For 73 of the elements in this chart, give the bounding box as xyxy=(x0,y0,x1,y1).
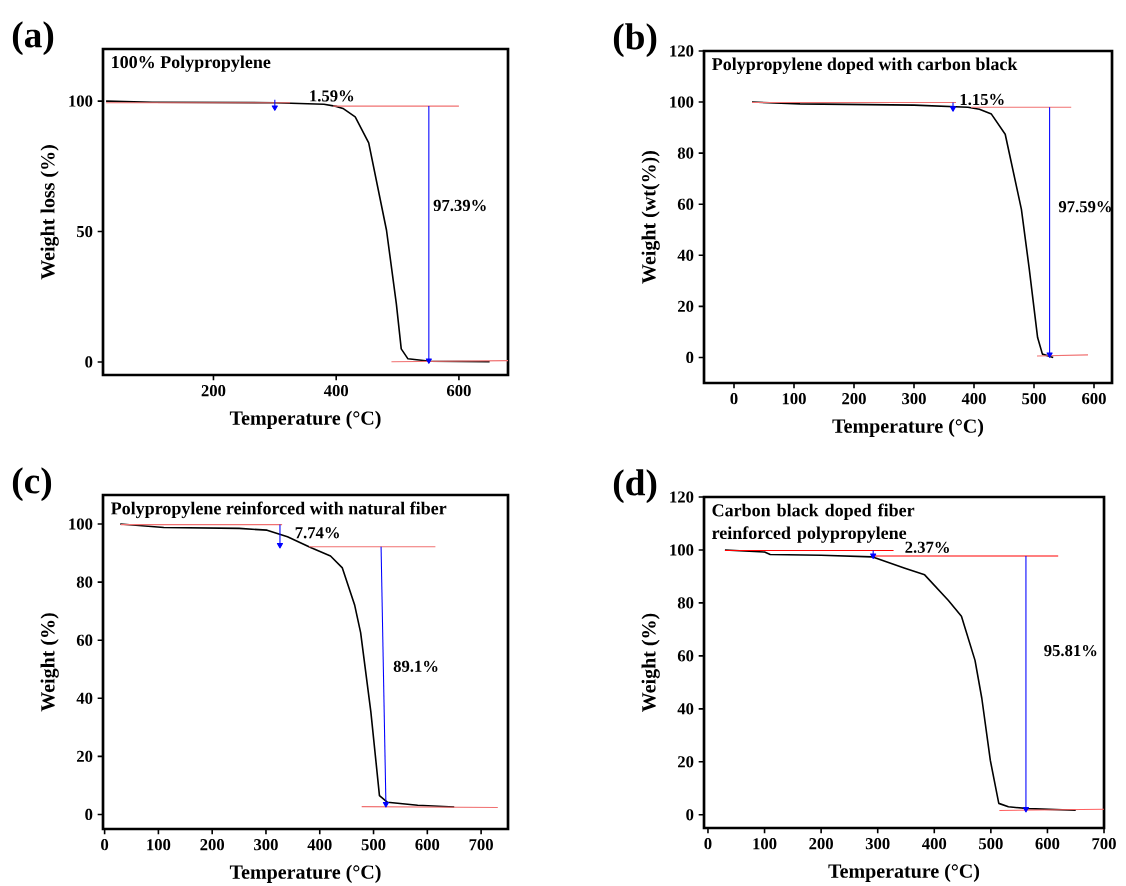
annotation: 1.15% xyxy=(960,93,1004,106)
y-tick-label: 40 xyxy=(677,703,694,715)
x-tick-label: 600 xyxy=(1035,838,1060,850)
chart-subtitle: 100% Polypropylene xyxy=(112,55,271,72)
y-tick-label: 80 xyxy=(677,597,694,609)
x-tick-label: 0 xyxy=(101,839,109,851)
x-tick-label: 400 xyxy=(323,385,349,397)
x-tick-label: 500 xyxy=(979,838,1003,850)
chart-subtitle: Polypropylene reinforced with natural fiber xyxy=(110,501,447,519)
x-tick-label: 200 xyxy=(809,838,833,850)
y-tick-label: 40 xyxy=(677,249,694,261)
x-tick-label: 200 xyxy=(201,385,226,397)
y-tick-label: 120 xyxy=(670,491,694,503)
x-tick-label: 300 xyxy=(902,393,926,405)
annotation: 97.39% xyxy=(433,199,486,212)
y-tick-label: 50 xyxy=(76,225,93,238)
chart-title: (b) xyxy=(613,23,657,58)
x-axis-title: Temperature (°C) xyxy=(229,410,381,429)
y-tick-label: 100 xyxy=(69,95,93,107)
y-tick-label: 20 xyxy=(677,300,694,313)
x-tick-label: 300 xyxy=(254,839,278,851)
x-tick-label: 0 xyxy=(730,393,738,405)
y-tick-label: 60 xyxy=(76,634,93,646)
x-axis-title: Temperature (°C) xyxy=(832,418,984,437)
x-tick-label: 200 xyxy=(842,393,866,405)
x-tick-label: 600 xyxy=(415,839,440,851)
x-tick-label: 300 xyxy=(865,838,890,850)
x-tick-label: 200 xyxy=(200,839,225,851)
chart-subtitle: Polypropylene doped with carbon black xyxy=(712,57,1018,74)
x-axis-title: Temperature (°C) xyxy=(828,863,980,882)
y-tick-label: 120 xyxy=(670,45,694,57)
line-series xyxy=(119,523,456,808)
y-tick-label: 0 xyxy=(686,809,694,821)
annotation: 2.37% xyxy=(905,541,949,553)
x-tick-label: 100 xyxy=(782,393,806,405)
x-tick-label: 100 xyxy=(147,839,171,851)
x-tick-label: 100 xyxy=(753,838,777,850)
chart-title: (d) xyxy=(613,469,657,504)
y-tick-label: 20 xyxy=(677,756,694,768)
x-tick-label: 400 xyxy=(307,839,332,851)
annotation: 97.59% xyxy=(1058,201,1112,213)
y-tick-label: 100 xyxy=(670,544,694,556)
y-axis-title: Weight loss (%) xyxy=(40,145,59,280)
y-tick-label: 100 xyxy=(670,96,694,108)
y-axis-title: Weight (%) xyxy=(40,613,59,712)
y-axis-title: Weight (wt(%)) xyxy=(641,150,660,284)
annotation: 89.1% xyxy=(393,660,438,672)
x-tick-label: 700 xyxy=(1092,838,1116,850)
annotation: 95.81% xyxy=(1044,644,1097,657)
x-tick-label: 700 xyxy=(469,839,493,851)
y-axis-title: Weight (%) xyxy=(641,613,660,712)
x-tick-label: 400 xyxy=(922,838,947,850)
x-tick-label: 600 xyxy=(446,385,471,397)
y-tick-label: 60 xyxy=(677,650,694,662)
y-tick-label: 20 xyxy=(76,750,93,763)
x-tick-label: 500 xyxy=(361,839,386,851)
annotation: 1.59% xyxy=(310,90,354,102)
y-tick-label: 0 xyxy=(85,808,93,821)
y-tick-label: 0 xyxy=(85,356,93,368)
y-tick-label: 100 xyxy=(69,518,93,530)
x-tick-label: 600 xyxy=(1082,393,1106,405)
x-tick-label: 500 xyxy=(1022,393,1046,405)
x-tick-label: 400 xyxy=(961,393,986,405)
annotation: 7.74% xyxy=(295,527,339,539)
x-tick-label: 0 xyxy=(704,838,712,850)
y-tick-label: 40 xyxy=(76,692,93,704)
chart-title: (c) xyxy=(12,467,52,502)
x-axis-title: Temperature (°C) xyxy=(229,864,381,883)
y-tick-label: 80 xyxy=(76,576,93,588)
y-tick-label: 60 xyxy=(677,198,694,210)
chart-title: (a) xyxy=(12,21,54,56)
y-tick-label: 0 xyxy=(686,351,694,364)
y-tick-label: 80 xyxy=(677,147,694,159)
